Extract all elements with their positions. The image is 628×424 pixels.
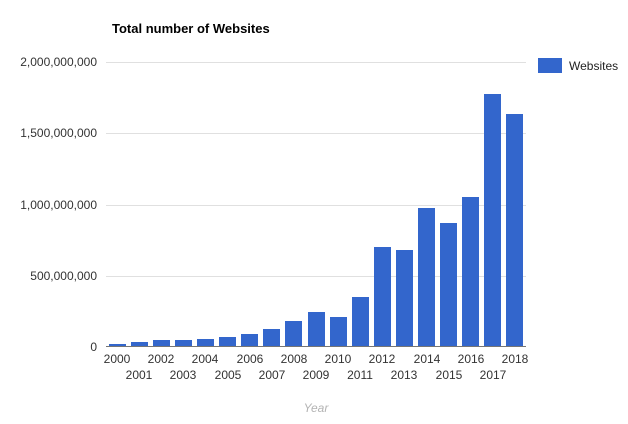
legend-label: Websites [569,58,619,73]
x-axis-line [106,346,526,347]
x-tick-label: 2016 [457,352,485,366]
y-tick-label: 500,000,000 [30,268,97,283]
bar-2017[interactable] [484,94,501,346]
x-tick-label: 2011 [347,368,373,382]
bar-2016[interactable] [462,197,479,346]
bar-2014[interactable] [418,208,435,346]
gridline [106,62,526,63]
bar-2013[interactable] [396,250,413,346]
bar-2009[interactable] [308,312,325,346]
chart-title: Total number of Websites [112,21,270,36]
y-tick-label: 2,000,000,000 [20,55,97,69]
x-tick-label: 2012 [368,352,396,366]
bar-2012[interactable] [374,247,391,346]
x-tick-label: 2000 [103,352,131,366]
x-tick-label: 2018 [501,352,529,366]
bar-2003[interactable] [175,340,192,346]
x-tick-label: 2008 [280,352,308,366]
bar-2001[interactable] [131,342,148,346]
bar-2002[interactable] [153,340,170,346]
x-tick-label: 2017 [479,368,507,382]
legend-color-swatch [538,58,562,73]
y-tick-label: 1,000,000,000 [20,197,97,212]
x-tick-label: 2006 [236,352,264,366]
x-tick-label: 2007 [258,368,286,382]
gridline [106,133,526,135]
x-tick-label: 2015 [435,368,463,382]
gridline [106,275,526,277]
x-tick-label: 2014 [413,352,441,366]
x-tick-label: 2013 [390,368,418,382]
bar-2015[interactable] [440,223,457,346]
bar-2004[interactable] [197,339,214,346]
bar-2007[interactable] [263,329,280,346]
bar-2006[interactable] [241,334,258,346]
y-tick-label: 0 [90,340,97,354]
gridline [106,204,526,206]
bar-2018[interactable] [506,114,523,346]
x-tick-label: 2002 [147,352,175,366]
x-tick-label: 2004 [191,352,219,366]
x-axis-title: Year [303,401,329,415]
plot-area [106,62,526,347]
y-tick-label: 1,500,000,000 [20,126,97,141]
x-tick-label: 2005 [214,368,242,382]
x-tick-label: 2009 [302,368,330,382]
bar-2008[interactable] [285,321,302,346]
bar-2010[interactable] [330,317,347,346]
bar-2000[interactable] [109,344,126,346]
bar-2005[interactable] [219,337,236,346]
legend-item-websites[interactable]: Websites [538,58,618,73]
x-tick-label: 2003 [169,368,197,382]
x-tick-label: 2010 [324,352,352,366]
bar-2011[interactable] [352,297,369,346]
x-tick-label: 2001 [125,368,153,382]
